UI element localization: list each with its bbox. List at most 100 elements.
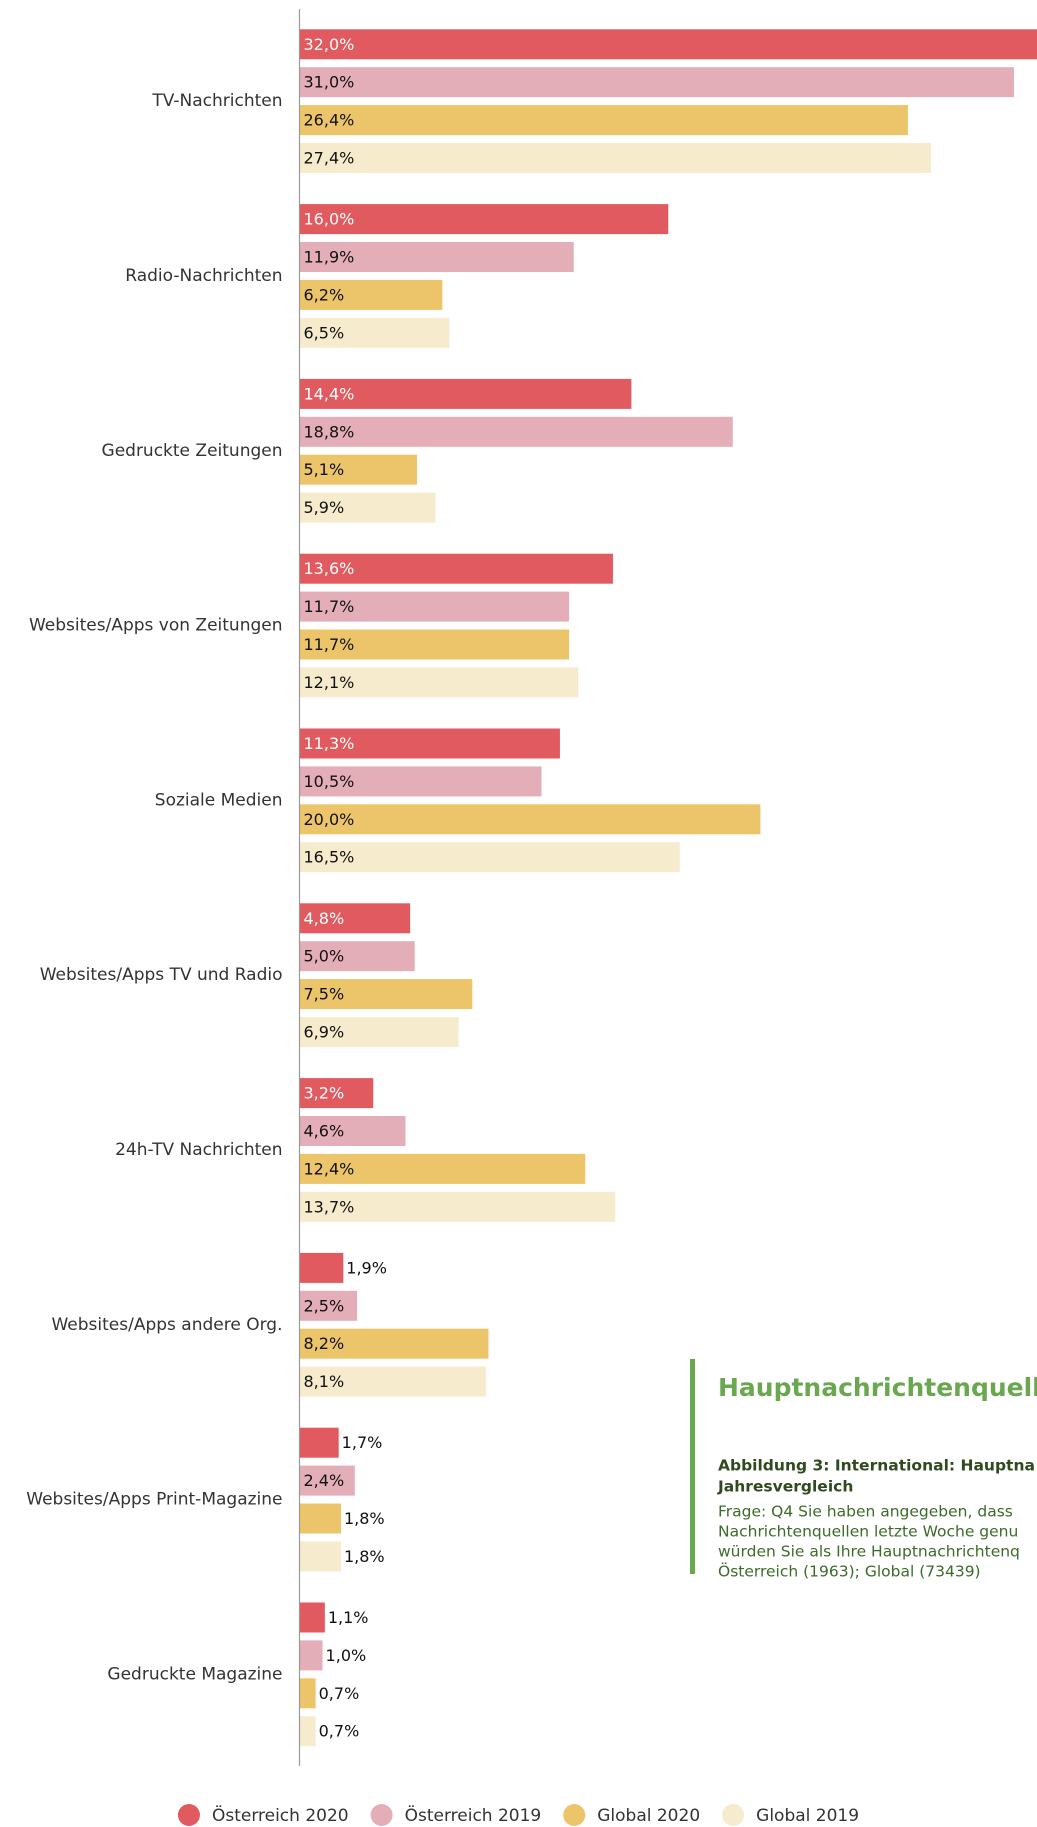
value-label: 18,8% [304,422,355,441]
value-label: 11,7% [304,597,355,616]
bar [299,629,570,660]
annotation-text: Österreich (1963); Global (73439) [718,1562,981,1581]
annotation-text: Frage: Q4 Sie haben angegeben, dass [718,1503,1013,1521]
annotation-text: Nachrichtenquellen letzte Woche genu [718,1523,1018,1541]
annotation-title: Hauptnachrichtenquell [718,1373,1037,1402]
y-tick-label: Radio-Nachrichten [125,266,282,286]
legend-label: Global 2020 [597,1806,700,1826]
bar [299,1252,344,1283]
legend-label: Österreich 2019 [405,1804,542,1826]
bar [299,591,570,622]
value-label: 32,0% [304,35,355,54]
value-label: 13,6% [304,559,355,578]
bar [299,1640,323,1671]
bar [299,804,761,835]
bar [299,204,669,235]
value-label: 12,4% [304,1159,355,1178]
plot: TV-Nachrichten 32,0% 31,0% 26,4% 27,4% Radio-… [26,29,1037,1747]
annotation-subtitle: Abbildung 3: International: Hauptna [718,1457,1035,1475]
bar [299,454,418,485]
bar [299,378,632,409]
value-label: 6,9% [304,1023,345,1042]
legend-label: Global 2019 [756,1806,859,1826]
bar [299,979,473,1010]
bar [299,105,908,136]
value-label: 27,4% [304,149,355,168]
annotation-box: Hauptnachrichtenquell Abbildung 3: Inter… [690,1359,1037,1581]
value-label: 16,5% [304,848,355,867]
value-label: 5,9% [304,498,345,517]
value-label: 0,7% [319,1722,360,1741]
value-label: 1,8% [344,1509,385,1528]
legend-marker [563,1804,586,1826]
value-label: 6,2% [304,285,345,304]
bar [299,667,579,698]
bar [299,416,733,447]
value-label: 26,4% [304,111,355,130]
bar [299,1328,489,1359]
value-label: 1,0% [326,1646,367,1665]
value-label: 2,4% [304,1471,345,1490]
bar [299,1078,374,1109]
legend-marker [177,1804,200,1826]
bar [299,492,436,523]
bar [299,1541,341,1572]
value-label: 13,7% [304,1197,355,1216]
value-label: 16,0% [304,210,355,229]
value-label: 6,5% [304,323,345,342]
value-label: 12,1% [304,673,355,692]
bar [299,1366,487,1397]
value-label: 11,7% [304,635,355,654]
annotation-text: würden Sie als Ihre Hauptnachrichtenq [718,1543,1020,1561]
value-label: 1,7% [342,1433,383,1452]
value-label: 8,2% [304,1334,345,1353]
value-label: 1,1% [328,1608,369,1627]
bar [299,242,574,272]
y-tick-label: Gedruckte Magazine [107,1664,282,1684]
bar [299,1427,339,1458]
value-label: 5,1% [304,460,345,479]
bar [299,1716,316,1747]
value-label: 7,5% [304,985,345,1004]
y-tick-label: 24h-TV Nachrichten [115,1140,282,1160]
y-tick-label: Websites/Apps TV und Radio [40,965,283,985]
bar [299,1116,406,1146]
bar [299,1503,341,1534]
y-tick-label: Soziale Medien [155,790,283,810]
value-label: 10,5% [304,772,355,791]
legend-marker [722,1804,745,1826]
bar [299,1191,616,1222]
value-label: 2,5% [304,1296,345,1315]
bar [299,903,411,934]
y-tick-label: Websites/Apps andere Org. [51,1315,282,1335]
bar [299,842,680,873]
annotation-subtitle: Jahresvergleich [717,1478,853,1496]
bar [299,1153,586,1184]
bar [299,143,931,173]
bar [299,1290,358,1321]
value-label: 0,7% [319,1684,360,1703]
value-label: 1,9% [346,1258,387,1277]
bar [299,29,1037,60]
bar [299,317,450,348]
value-label: 11,3% [304,734,355,753]
value-label: 1,8% [344,1547,385,1566]
value-label: 8,1% [304,1372,345,1391]
bar [299,941,415,972]
y-tick-label: Gedruckte Zeitungen [102,441,283,461]
value-label: 5,0% [304,947,345,966]
legend-marker [370,1804,393,1826]
bar [299,766,542,797]
y-tick-label: Websites/Apps von Zeitungen [29,616,283,636]
value-label: 14,4% [304,384,355,403]
value-label: 11,9% [304,248,355,267]
legend: Österreich 2020 Österreich 2019 Global 202… [177,1804,859,1826]
value-label: 4,6% [304,1122,345,1141]
y-tick-label: TV-Nachrichten [151,91,282,111]
bar [299,279,443,310]
legend-label: Österreich 2020 [212,1804,349,1826]
annotation-bar [690,1359,695,1574]
value-label: 3,2% [304,1084,345,1103]
value-label: 4,8% [304,909,345,928]
